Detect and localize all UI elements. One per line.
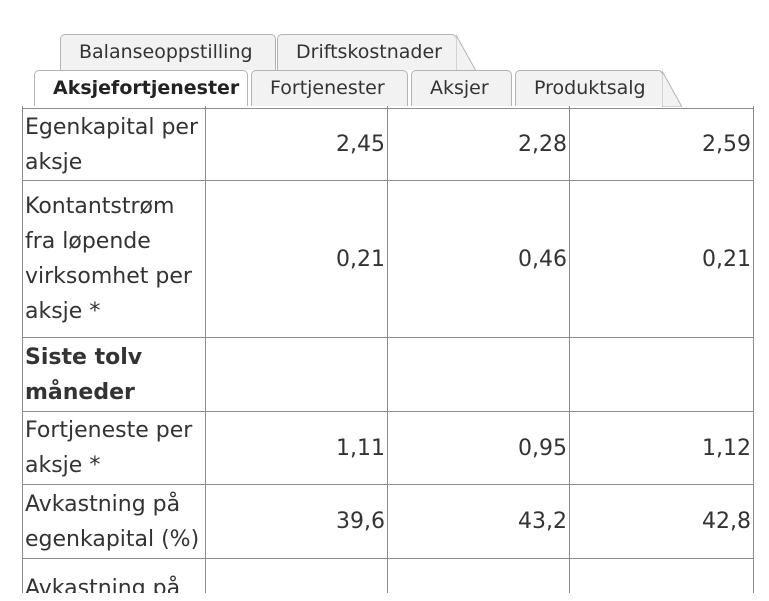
table-row: Avkastning på egenkapital (%) 39,6 43,2 42,… xyxy=(22,484,754,559)
tab-edge xyxy=(662,70,682,107)
row-label: Kontantstrøm fra løpende virksomhet per … xyxy=(22,180,206,338)
row-label: Avkastning på egenkapital (%) xyxy=(22,484,206,559)
table-cell: 39,6 xyxy=(205,484,388,559)
tab-aksjer[interactable]: Aksjer xyxy=(411,70,512,106)
data-table: aksjeEgenkapital per aksje2,452,282,59Ko… xyxy=(22,106,754,593)
table-cell xyxy=(387,558,570,593)
tab-balanseoppstilling[interactable]: Balanseoppstilling xyxy=(60,34,276,70)
row-label: Siste tolv måneder xyxy=(22,337,206,412)
table-cell: 2,28 xyxy=(387,108,570,181)
table-cell xyxy=(205,558,388,593)
table-cell: 43,2 xyxy=(387,484,570,559)
table-viewport[interactable]: aksjeEgenkapital per aksje2,452,282,59Ko… xyxy=(0,106,769,593)
tab-aksjefortjenester[interactable]: Aksjefortjenester xyxy=(34,70,248,106)
table-cell: 1,11 xyxy=(205,411,388,485)
tab-label: Balanseoppstilling xyxy=(79,41,253,63)
table-cell: 2,45 xyxy=(205,108,388,181)
tab-label: Fortjenester xyxy=(270,77,385,99)
table-cell xyxy=(205,337,388,412)
table-cell xyxy=(569,337,754,412)
table-row: Kontantstrøm fra løpende virksomhet per … xyxy=(22,180,754,338)
table-cell: 0,21 xyxy=(205,180,388,338)
row-label: Egenkapital per aksje xyxy=(22,108,206,181)
row-label: Avkastning på xyxy=(22,558,206,593)
tab-produktsalg[interactable]: Produktsalg xyxy=(515,70,682,107)
table-cell: 42,8 xyxy=(569,484,754,559)
table-cell: 2,59 xyxy=(569,108,754,181)
table-row: Egenkapital per aksje 2,45 2,28 2,59 xyxy=(22,108,754,181)
table-cell: 0,46 xyxy=(387,180,570,338)
table-row: Avkastning på xyxy=(22,558,754,593)
tab-label: Driftskostnader xyxy=(296,41,442,63)
table-cell: 0,95 xyxy=(387,411,570,485)
tab-edge xyxy=(456,34,476,71)
tab-label: Aksjer xyxy=(430,77,489,99)
table-cell xyxy=(387,337,570,412)
table-cell: 1,12 xyxy=(569,411,754,485)
table-cell: 0,21 xyxy=(569,180,754,338)
table-row: Siste tolv måneder xyxy=(22,337,754,412)
table-row: Fortjeneste per aksje * 1,11 0,95 1,12 xyxy=(22,411,754,485)
tab-label: Produktsalg xyxy=(534,77,646,99)
tab-driftskostnader[interactable]: Driftskostnader xyxy=(277,34,476,71)
tab-label: Aksjefortjenester xyxy=(53,77,240,99)
table-cell xyxy=(569,558,754,593)
tab-fortjenester[interactable]: Fortjenester xyxy=(251,70,408,106)
row-label: Fortjeneste per aksje * xyxy=(22,411,206,485)
